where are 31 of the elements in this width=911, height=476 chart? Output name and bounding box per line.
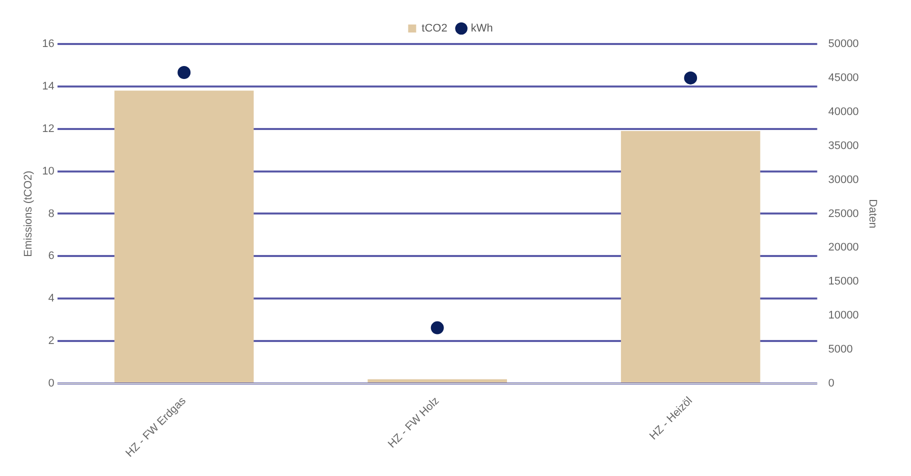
y2-tick-label: 10000: [828, 310, 859, 322]
y-tick-label: 12: [42, 122, 54, 135]
y-tick-label: 4: [48, 292, 54, 305]
y-tick-label: 2: [48, 335, 54, 348]
y-tick-label: 10: [42, 165, 54, 178]
y-tick-label: 14: [42, 80, 54, 92]
bar: [620, 130, 760, 382]
y2-axis-title: Daten: [866, 199, 878, 228]
y2-tick-label: 30000: [828, 174, 859, 186]
y-tick-label: 8: [48, 208, 54, 220]
y2-tick-label: 5000: [828, 344, 853, 356]
point: [178, 66, 191, 80]
legend-label: kWh: [470, 22, 493, 35]
y2-tick-label: 20000: [828, 242, 859, 254]
y2-tick-label: 25000: [828, 208, 859, 220]
point: [430, 321, 444, 334]
y2-tick-label: 15000: [828, 276, 859, 288]
y-tick-label: 16: [42, 38, 54, 50]
y2-tick-label: 45000: [828, 72, 859, 84]
y2-tick-label: 35000: [828, 140, 859, 152]
legend-label: tCO2: [422, 22, 448, 35]
point: [684, 71, 698, 84]
x-tick-label: HZ - FW Holz: [386, 394, 442, 451]
y-tick-label: 0: [48, 378, 54, 390]
y2-tick-label: 0: [828, 378, 834, 390]
y-tick-label: 6: [48, 250, 54, 262]
bar: [114, 90, 254, 382]
y-axis-title: Emissions (tCO2): [22, 170, 35, 257]
y2-tick-label: 40000: [828, 106, 859, 118]
y2-tick-label: 50000: [828, 38, 859, 50]
bar: [368, 379, 507, 382]
